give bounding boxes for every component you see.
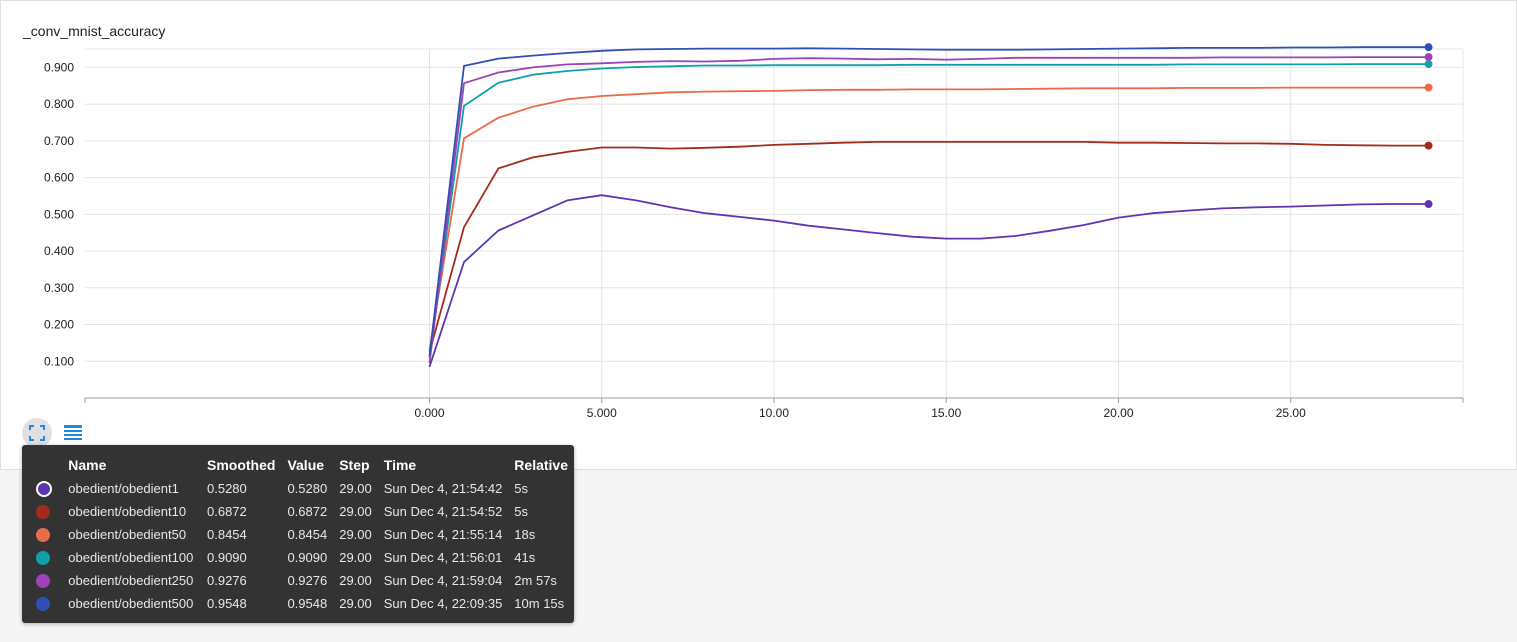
y-tick-label: 0.600 (44, 171, 74, 185)
y-tick-label: 0.100 (44, 354, 74, 368)
series-swatch-cell (30, 592, 62, 615)
header-value: Value (287, 457, 325, 473)
series-swatch-cell (30, 477, 62, 500)
raw-value: 0.9090 (287, 550, 328, 565)
series-color-swatch (36, 597, 50, 612)
series-line-2[interactable] (428, 140, 1429, 353)
relative-value: 41s (514, 550, 536, 565)
series-swatch-cell (30, 569, 62, 592)
step-value: 29.00 (339, 527, 372, 542)
smoothed-value: 0.5280 (207, 481, 247, 496)
time-value: Sun Dec 4, 21:54:52 (383, 504, 503, 519)
raw-value: 0.6872 (287, 504, 328, 519)
series-line-3[interactable] (428, 86, 1429, 351)
raw-value: 0.9548 (287, 596, 328, 611)
step-value: 29.00 (339, 504, 372, 519)
series-line-5[interactable] (428, 56, 1429, 364)
expand-icon (29, 425, 45, 441)
series-name: obedient/obedient500 (68, 596, 194, 611)
y-tick-label: 0.400 (44, 244, 74, 258)
header-name: Name (68, 457, 107, 473)
y-tick-label: 0.900 (44, 60, 74, 74)
raw-value: 0.9276 (287, 573, 328, 588)
relative-value: 5s (514, 504, 529, 519)
series-endpoint-6[interactable] (1424, 43, 1433, 52)
header-smoothed: Smoothed (207, 457, 276, 473)
smoothed-value: 0.9276 (207, 573, 247, 588)
step-value: 29.00 (339, 573, 372, 588)
series-swatch-cell (30, 500, 62, 523)
series-name: obedient/obedient10 (68, 504, 187, 519)
smoothed-value: 0.6872 (207, 504, 247, 519)
raw-value: 0.5280 (287, 481, 328, 496)
series-name: obedient/obedient50 (68, 527, 187, 542)
series-swatch-cell (30, 546, 62, 569)
relative-value: 5s (514, 481, 529, 496)
data-tooltip: Name Smoothed Value Step Time Relative o… (22, 445, 574, 623)
x-tick-label: 10.00 (759, 406, 789, 420)
step-value: 29.00 (339, 550, 372, 565)
tooltip-header-row: Name Smoothed Value Step Time Relative (30, 453, 574, 477)
y-tick-label: 0.800 (44, 97, 74, 111)
series-color-swatch (36, 505, 50, 520)
series-endpoint-1[interactable] (1424, 200, 1433, 209)
tooltip-row: obedient/obedient250 0.9276 0.9276 29.00 Sun… (30, 569, 574, 592)
header-time: Time (383, 457, 417, 473)
y-tick-label: 0.500 (44, 207, 74, 221)
tooltip-body: obedient/obedient1 0.5280 0.5280 29.00 Sun D… (30, 477, 574, 615)
expand-button[interactable] (22, 418, 52, 448)
x-tick-label: 0.000 (414, 406, 444, 420)
raw-value: 0.8454 (287, 527, 328, 542)
tooltip-row: obedient/obedient100 0.9090 0.9090 29.00 Sun… (30, 546, 574, 569)
tooltip-row: obedient/obedient50 0.8454 0.8454 29.00 Sun … (30, 523, 574, 546)
tooltip-row: obedient/obedient1 0.5280 0.5280 29.00 Sun D… (30, 477, 574, 500)
time-value: Sun Dec 4, 21:56:01 (383, 550, 503, 565)
y-tick-label: 0.300 (44, 281, 74, 295)
y-tick-label: 0.700 (44, 134, 74, 148)
series-line-6[interactable] (428, 46, 1429, 356)
series-color-swatch (36, 574, 50, 589)
x-tick-label: 20.00 (1103, 406, 1133, 420)
y-tick-label: 0.200 (44, 318, 74, 332)
line-chart[interactable]: 0.100 0.200 0.300 0.400 0.500 0.600 0.700 0.800… (1, 1, 1516, 469)
header-swatch (30, 453, 62, 477)
time-value: Sun Dec 4, 21:54:42 (383, 481, 503, 496)
tooltip-row: obedient/obedient500 0.9548 0.9548 29.00 Sun… (30, 592, 574, 615)
smoothed-value: 0.9090 (207, 550, 247, 565)
series-line-4[interactable] (428, 63, 1429, 358)
header-step: Step (339, 457, 370, 473)
x-tick-label: 5.000 (587, 406, 617, 420)
series-color-swatch (36, 551, 50, 566)
series-color-swatch (36, 528, 50, 543)
series-name: obedient/obedient1 (68, 481, 179, 496)
tooltip-table: Name Smoothed Value Step Time Relative o… (30, 453, 574, 615)
data-table-button[interactable] (58, 418, 88, 448)
series-swatch-cell (30, 523, 62, 546)
series-endpoint-3[interactable] (1424, 83, 1433, 92)
x-tick-label: 15.00 (931, 406, 961, 420)
relative-value: 10m 15s (514, 596, 565, 611)
time-value: Sun Dec 4, 21:59:04 (383, 573, 503, 588)
step-value: 29.00 (339, 596, 372, 611)
x-tick-label: 25.00 (1276, 406, 1306, 420)
chart-card: _conv_mnist_accuracy 0.100 0.200 0.300 0.40… (0, 0, 1517, 470)
time-value: Sun Dec 4, 22:09:35 (383, 596, 503, 611)
relative-value: 2m 57s (514, 573, 557, 588)
series-endpoint-5[interactable] (1424, 53, 1433, 62)
time-value: Sun Dec 4, 21:55:14 (383, 527, 503, 542)
header-relative: Relative (514, 457, 568, 473)
relative-value: 18s (514, 527, 536, 542)
tooltip-row: obedient/obedient10 0.6872 0.6872 29.00 Sun … (30, 500, 574, 523)
step-value: 29.00 (339, 481, 372, 496)
series-name: obedient/obedient250 (68, 573, 194, 588)
series-name: obedient/obedient100 (68, 550, 194, 565)
series-line-1[interactable] (428, 194, 1429, 368)
series-color-swatch (36, 480, 52, 497)
data-table-icon (64, 425, 82, 440)
series-endpoint-4[interactable] (1424, 60, 1433, 69)
smoothed-value: 0.8454 (207, 527, 247, 542)
series-endpoint-2[interactable] (1424, 141, 1433, 150)
smoothed-value: 0.9548 (207, 596, 247, 611)
chart-title: _conv_mnist_accuracy (23, 23, 166, 39)
